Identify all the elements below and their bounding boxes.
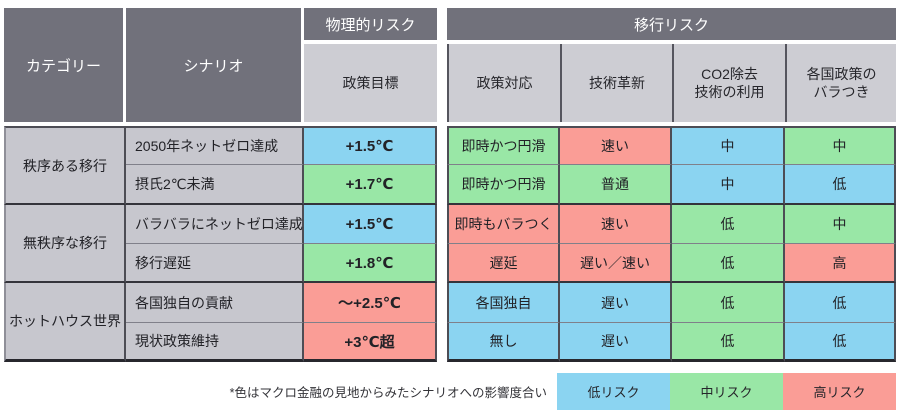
subheader-policy-response: 政策対応 <box>447 44 560 122</box>
subheader-co2-removal: CO2除去 技術の利用 <box>672 44 785 122</box>
scenario-cell: 現状政策維持 <box>126 323 304 362</box>
cell-policy-target: +3℃超 <box>304 323 437 362</box>
cell-policy-variation: 低 <box>785 165 896 205</box>
table-header: カテゴリー シナリオ 物理的リスク 移行リスク 政策目標 政策対応 技術革新 C… <box>4 8 896 122</box>
scenario-cell: 摂氏2℃未満 <box>126 165 304 205</box>
cell-policy-response: 即時もバラつく <box>447 205 560 244</box>
footnote: *色はマクロ金融の見地からみたシナリオへの影響度合い <box>229 386 547 400</box>
category-cell: ホットハウス世界 <box>4 283 126 362</box>
subheader-policy-target: 政策目標 <box>304 44 437 122</box>
subheader-policy-variation: 各国政策の バラつき <box>785 44 896 122</box>
cell-policy-response: 即時かつ円滑 <box>447 165 560 205</box>
scenario-cell: 各国独自の貢献 <box>126 283 304 323</box>
risk-legend: 低リスク 中リスク 高リスク <box>557 373 896 410</box>
table-body: 秩序ある移行 2050年ネットゼロ達成 +1.5℃ 即時かつ円滑 速い 中 中 … <box>4 126 896 362</box>
cell-policy-response: 遅延 <box>447 244 560 283</box>
cell-policy-variation: 低 <box>785 323 896 362</box>
cell-tech-innovation: 普通 <box>560 165 672 205</box>
cell-tech-innovation: 速い <box>560 126 672 165</box>
footer: *色はマクロ金融の見地からみたシナリオへの影響度合い 低リスク 中リスク 高リス… <box>4 373 896 410</box>
cell-policy-variation: 高 <box>785 244 896 283</box>
cell-policy-variation: 中 <box>785 126 896 165</box>
cell-co2-removal: 中 <box>672 165 785 205</box>
cell-policy-target: +1.5℃ <box>304 205 437 244</box>
cell-policy-variation: 低 <box>785 283 896 323</box>
cell-policy-target: +1.5℃ <box>304 126 437 165</box>
cell-policy-response: 各国独自 <box>447 283 560 323</box>
scenario-cell: バラバラにネットゼロ達成 <box>126 205 304 244</box>
cell-co2-removal: 低 <box>672 323 785 362</box>
cell-policy-response: 無し <box>447 323 560 362</box>
cell-tech-innovation: 速い <box>560 205 672 244</box>
cell-tech-innovation: 遅い／速い <box>560 244 672 283</box>
legend-mid-risk: 中リスク <box>670 373 783 410</box>
cell-policy-target: +1.8℃ <box>304 244 437 283</box>
cell-policy-variation: 中 <box>785 205 896 244</box>
cell-co2-removal: 中 <box>672 126 785 165</box>
header-category: カテゴリー <box>4 8 126 122</box>
header-physical-risk: 物理的リスク <box>304 8 437 40</box>
cell-tech-innovation: 遅い <box>560 283 672 323</box>
cell-policy-response: 即時かつ円滑 <box>447 126 560 165</box>
header-transition-risk: 移行リスク <box>447 8 896 40</box>
category-cell: 秩序ある移行 <box>4 126 126 205</box>
scenario-cell: 移行遅延 <box>126 244 304 283</box>
cell-tech-innovation: 遅い <box>560 323 672 362</box>
cell-policy-target: +1.7℃ <box>304 165 437 205</box>
cell-policy-target: 〜+2.5℃ <box>304 283 437 323</box>
subheader-tech-innovation: 技術革新 <box>560 44 672 122</box>
legend-high-risk: 高リスク <box>783 373 896 410</box>
category-cell: 無秩序な移行 <box>4 205 126 283</box>
scenario-cell: 2050年ネットゼロ達成 <box>126 126 304 165</box>
legend-low-risk: 低リスク <box>557 373 670 410</box>
header-scenario: シナリオ <box>126 8 304 122</box>
cell-co2-removal: 低 <box>672 205 785 244</box>
cell-co2-removal: 低 <box>672 283 785 323</box>
cell-co2-removal: 低 <box>672 244 785 283</box>
